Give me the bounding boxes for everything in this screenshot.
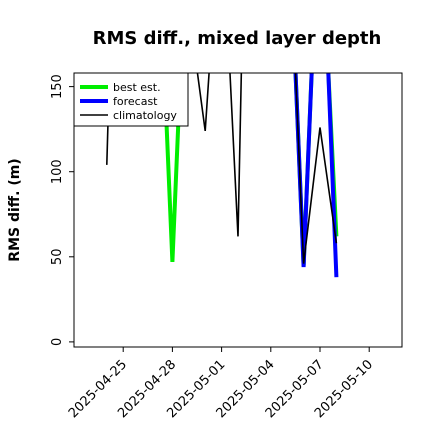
y-tick-label: 100 — [50, 159, 65, 184]
y-axis-label: RMS diff. (m) — [7, 158, 23, 261]
series-line-1 — [293, 73, 339, 278]
legend-label: climatology — [113, 109, 177, 122]
plot-frame — [73, 72, 403, 348]
y-tick-label: 0 — [50, 338, 65, 346]
series-line-2 — [106, 73, 338, 264]
chart-title: RMS diff., mixed layer depth — [93, 28, 382, 49]
x-axis: 2025-04-252025-04-282025-05-012025-05-04… — [66, 347, 376, 421]
legend-label: forecast — [113, 95, 158, 108]
y-tick-label: 150 — [50, 74, 65, 99]
series-layer — [106, 73, 339, 278]
y-axis: 0 50 100 150 — [50, 74, 74, 346]
legend-label: best est. — [113, 81, 161, 94]
y-tick-label: 50 — [50, 249, 65, 266]
